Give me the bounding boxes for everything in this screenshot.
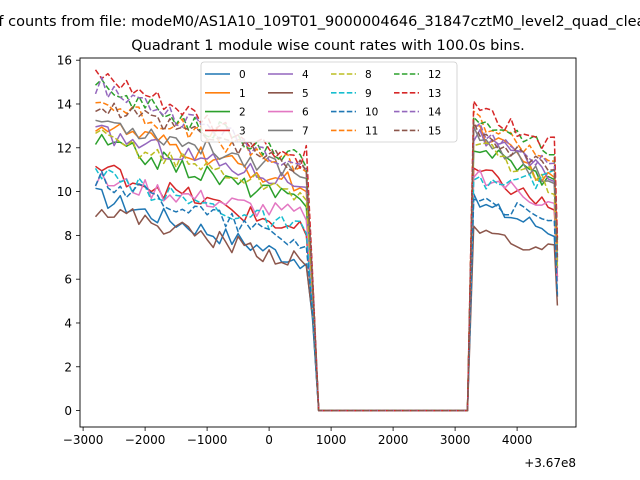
series-line-14 — [94, 76, 559, 412]
x-tick-label: −2000 — [125, 433, 166, 447]
series-line-5 — [94, 208, 559, 412]
y-tick-label: 10 — [57, 185, 72, 199]
series-line-0 — [95, 187, 559, 412]
series-line-6 — [94, 169, 559, 412]
x-tick-label: 4000 — [502, 433, 533, 447]
series-line-15 — [95, 102, 559, 412]
series-line-8 — [95, 128, 559, 412]
axes-frame — [79, 57, 577, 428]
x-tick-label: −3000 — [63, 433, 104, 447]
series-line-4 — [95, 124, 559, 412]
x-offset-label: +3.67e8 — [524, 456, 576, 470]
figure-suptitle: Plot of counts from file: modeM0/AS1A10_… — [0, 14, 640, 30]
legend-label-4: 4 — [302, 69, 309, 81]
legend-label-0: 0 — [239, 69, 246, 81]
series-line-7 — [95, 119, 559, 412]
y-tick-label: 12 — [57, 141, 72, 155]
x-tick-label: 1000 — [316, 433, 347, 447]
y-tick-label: 8 — [64, 229, 72, 243]
x-axis: −3000 −2000 −1000 0 1000 2000 3000 4000 — [63, 427, 533, 447]
legend-label-12: 12 — [428, 69, 441, 81]
legend-label-5: 5 — [302, 88, 309, 100]
legend-label-10: 10 — [365, 107, 378, 119]
x-tick-label: 3000 — [440, 433, 471, 447]
y-tick-label: 14 — [57, 97, 72, 111]
x-tick-label: −1000 — [187, 433, 228, 447]
legend-label-15: 15 — [428, 125, 441, 137]
x-tick-label: 0 — [265, 433, 273, 447]
y-tick-label: 4 — [64, 316, 72, 330]
legend-label-9: 9 — [365, 88, 372, 100]
x-tick-label: 2000 — [378, 433, 409, 447]
series-line-11 — [95, 101, 559, 412]
y-tick-label: 0 — [64, 404, 72, 418]
legend-label-3: 3 — [239, 125, 246, 137]
legend-label-8: 8 — [365, 69, 372, 81]
legend-label-1: 1 — [239, 88, 246, 100]
legend-label-11: 11 — [365, 125, 378, 137]
series-line-1 — [95, 123, 559, 412]
y-axis: 0 2 4 6 8 10 12 14 16 — [57, 54, 80, 418]
series-line-10 — [94, 170, 559, 412]
y-tick-label: 2 — [64, 360, 72, 374]
y-tick-label: 6 — [64, 273, 72, 287]
y-tick-label: 16 — [57, 54, 72, 68]
series-line-9 — [94, 168, 559, 412]
series-line-3 — [95, 164, 559, 412]
legend-box — [200, 61, 458, 143]
legend-label-2: 2 — [239, 107, 246, 119]
chart-title: Quadrant 1 module wise count rates with … — [131, 38, 525, 54]
legend-label-14: 14 — [428, 107, 442, 119]
legend-label-6: 6 — [302, 107, 309, 119]
series-line-2 — [94, 133, 559, 412]
legend-label-13: 13 — [428, 88, 441, 100]
legend-label-7: 7 — [302, 125, 309, 137]
